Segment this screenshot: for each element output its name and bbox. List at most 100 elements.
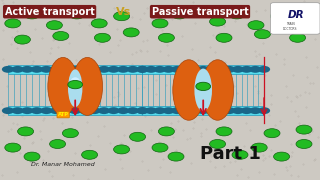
Circle shape <box>123 28 139 37</box>
Circle shape <box>69 107 81 114</box>
Circle shape <box>31 107 43 114</box>
Circle shape <box>136 66 148 73</box>
Text: Active transport: Active transport <box>5 7 94 17</box>
Circle shape <box>130 132 146 141</box>
Circle shape <box>21 107 33 114</box>
Circle shape <box>46 21 62 30</box>
Circle shape <box>50 107 62 114</box>
Circle shape <box>206 107 218 114</box>
Circle shape <box>196 82 211 91</box>
Circle shape <box>60 107 72 114</box>
Circle shape <box>24 10 40 19</box>
Text: ATP: ATP <box>58 112 69 117</box>
FancyBboxPatch shape <box>142 106 264 115</box>
Circle shape <box>162 66 175 73</box>
Ellipse shape <box>72 57 102 115</box>
Circle shape <box>180 107 192 114</box>
Circle shape <box>94 33 110 42</box>
Text: Part 1: Part 1 <box>200 145 261 163</box>
Circle shape <box>69 10 85 19</box>
Circle shape <box>117 107 129 114</box>
Circle shape <box>214 66 227 73</box>
Circle shape <box>210 17 226 26</box>
Circle shape <box>5 143 21 152</box>
Circle shape <box>258 107 270 114</box>
Circle shape <box>108 107 120 114</box>
Circle shape <box>79 107 91 114</box>
Ellipse shape <box>202 60 234 120</box>
Circle shape <box>136 107 148 114</box>
Circle shape <box>290 19 306 28</box>
Circle shape <box>31 66 43 73</box>
Circle shape <box>210 140 226 148</box>
Circle shape <box>171 107 183 114</box>
Circle shape <box>88 66 100 73</box>
Circle shape <box>136 66 148 73</box>
Circle shape <box>40 66 52 73</box>
Circle shape <box>21 66 33 73</box>
Text: Dr. Manar Mohamed: Dr. Manar Mohamed <box>30 162 94 167</box>
Circle shape <box>50 140 66 148</box>
Circle shape <box>197 107 209 114</box>
Circle shape <box>197 66 209 73</box>
Circle shape <box>14 35 30 44</box>
Circle shape <box>62 129 78 138</box>
Text: Vs: Vs <box>116 7 131 17</box>
Circle shape <box>60 66 72 73</box>
Circle shape <box>214 107 227 114</box>
FancyBboxPatch shape <box>142 65 264 74</box>
Circle shape <box>136 107 148 114</box>
Circle shape <box>232 107 244 114</box>
Circle shape <box>108 66 120 73</box>
Ellipse shape <box>68 69 83 107</box>
Circle shape <box>258 66 270 73</box>
Circle shape <box>12 66 24 73</box>
Circle shape <box>188 66 201 73</box>
Circle shape <box>91 19 107 28</box>
Circle shape <box>68 80 83 89</box>
Circle shape <box>69 66 81 73</box>
Circle shape <box>12 107 24 114</box>
Circle shape <box>127 107 139 114</box>
Circle shape <box>158 33 174 42</box>
Circle shape <box>223 66 236 73</box>
Text: TRAIN
DOCTORS: TRAIN DOCTORS <box>283 22 298 31</box>
Circle shape <box>40 107 52 114</box>
Ellipse shape <box>194 69 212 111</box>
Circle shape <box>171 66 183 73</box>
Circle shape <box>241 66 253 73</box>
Circle shape <box>5 19 21 28</box>
Circle shape <box>154 107 166 114</box>
Circle shape <box>154 66 166 73</box>
Circle shape <box>24 152 40 161</box>
Ellipse shape <box>70 77 80 88</box>
Circle shape <box>79 66 91 73</box>
Circle shape <box>254 30 270 39</box>
Ellipse shape <box>48 57 78 115</box>
Circle shape <box>241 107 253 114</box>
Circle shape <box>18 127 34 136</box>
Circle shape <box>249 107 261 114</box>
Circle shape <box>270 12 286 21</box>
FancyBboxPatch shape <box>8 65 142 74</box>
Circle shape <box>248 21 264 30</box>
Ellipse shape <box>173 60 205 120</box>
Circle shape <box>82 150 98 159</box>
Circle shape <box>251 143 267 152</box>
Circle shape <box>249 66 261 73</box>
Circle shape <box>232 150 248 159</box>
Circle shape <box>127 66 139 73</box>
Circle shape <box>162 107 175 114</box>
Circle shape <box>98 107 110 114</box>
Circle shape <box>98 66 110 73</box>
Circle shape <box>216 127 232 136</box>
Circle shape <box>188 107 201 114</box>
Circle shape <box>145 107 157 114</box>
Circle shape <box>2 107 14 114</box>
Circle shape <box>296 125 312 134</box>
Circle shape <box>117 66 129 73</box>
Circle shape <box>152 19 168 28</box>
Circle shape <box>114 145 130 154</box>
Circle shape <box>168 152 184 161</box>
Circle shape <box>290 33 306 42</box>
